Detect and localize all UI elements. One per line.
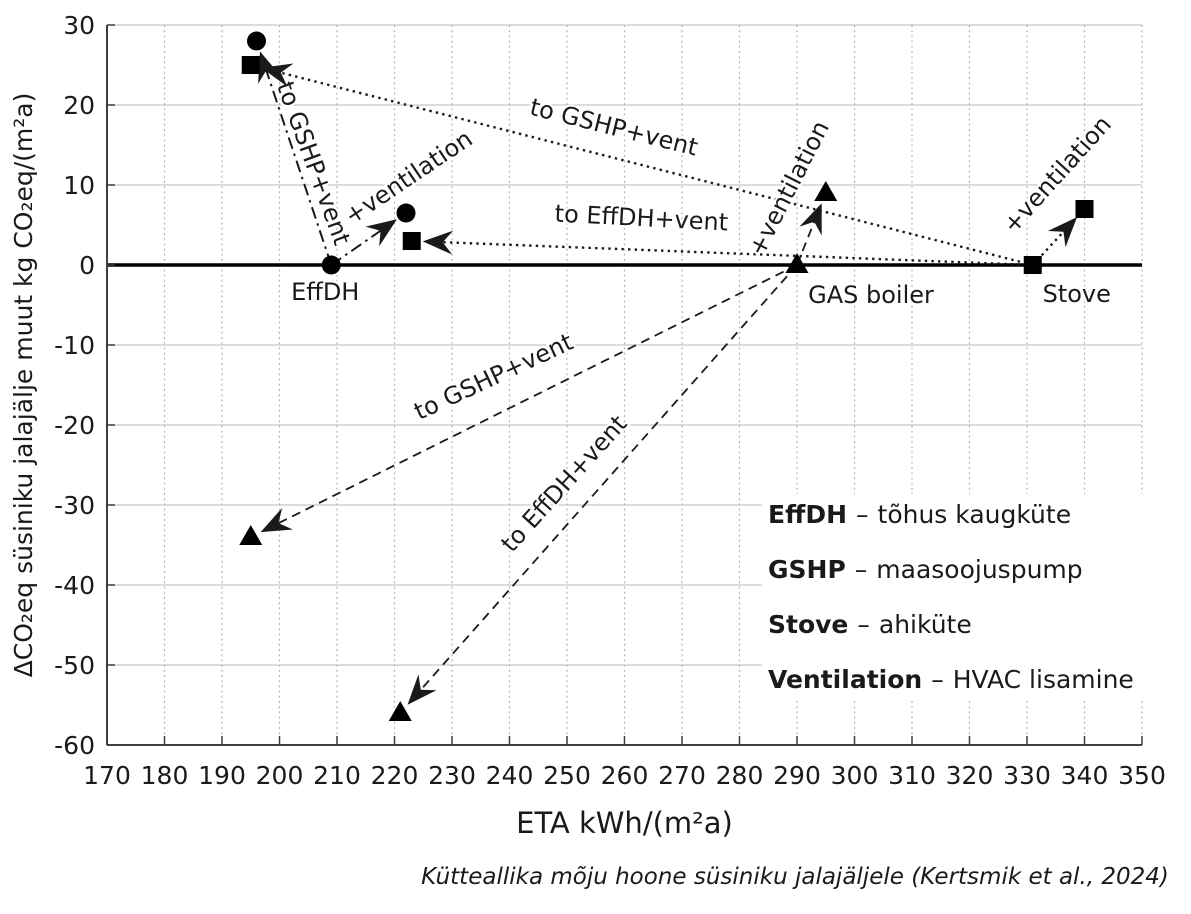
x-tick-label: 290 (773, 761, 821, 790)
legend-term: Ventilation (768, 665, 923, 694)
node-label: Stove (1043, 280, 1111, 308)
legend: EffDH – tõhus kaugküte GSHP – maasoojuspump St… (762, 494, 1144, 701)
result-marker-circle (396, 203, 416, 223)
node-marker-circle (321, 255, 341, 275)
y-tick-label: 30 (63, 11, 95, 40)
y-tick-label: -20 (54, 411, 95, 440)
legend-term: EffDH (768, 500, 848, 529)
x-tick-label: 220 (371, 761, 419, 790)
arrow-label: to GSHP+vent (527, 93, 700, 162)
x-tick-label: 240 (486, 761, 534, 790)
arrow-label: to EffDH+vent (496, 410, 633, 558)
x-tick-label: 320 (946, 761, 994, 790)
y-tick-label: -40 (54, 571, 95, 600)
figure-caption: Kütteallika mõju hoone süsiniku jalajälj… (421, 864, 1169, 890)
arrowhead (799, 203, 822, 236)
node-marker-square (1023, 256, 1042, 274)
x-tick-label: 310 (888, 761, 936, 790)
node-marker-triangle (785, 253, 809, 273)
y-tick-label: -50 (54, 651, 95, 680)
arrow-label: to GSHP+vent (271, 78, 356, 249)
arrow-line-dashdot (264, 68, 333, 266)
legend-description: maasoojuspump (876, 555, 1083, 584)
y-tick-label: -10 (54, 331, 95, 360)
y-tick-label: -30 (54, 491, 95, 520)
result-marker-square (1075, 200, 1094, 218)
y-tick-label: -60 (54, 731, 95, 760)
arrow-label: to EffDH+vent (554, 199, 729, 236)
arrow-label: +ventilation (743, 116, 835, 260)
arrow-label: +ventilation (997, 110, 1117, 239)
x-tick-label: 170 (83, 761, 131, 790)
x-tick-label: 180 (141, 761, 189, 790)
result-marker-square (402, 232, 421, 250)
x-tick-label: 300 (831, 761, 879, 790)
result-marker-triangle (239, 525, 263, 545)
y-tick-label: 10 (63, 171, 95, 200)
arrow-line-dotted (440, 240, 1033, 267)
arrowhead (260, 507, 293, 533)
arrowhead (407, 674, 437, 705)
arrowhead (365, 219, 397, 247)
arrow-line-dashed (418, 264, 798, 692)
legend-item: EffDH – tõhus kaugküte (768, 498, 1134, 532)
y-tick-label: 0 (79, 251, 95, 280)
legend-term: GSHP (768, 555, 846, 584)
legend-description: tõhus kaugküte (877, 500, 1072, 529)
result-marker-circle (247, 31, 266, 51)
arrowhead (422, 230, 454, 255)
legend-separator: – (854, 555, 868, 584)
legend-item: Stove – ahiküte (768, 608, 1134, 642)
y-tick-label: 20 (63, 91, 95, 120)
result-marker-square (241, 56, 260, 74)
legend-separator: – (931, 665, 944, 694)
x-axis-title: ETA kWh/(m²a) (516, 806, 733, 840)
node-label: GAS boiler (808, 281, 934, 309)
legend-item: GSHP – maasoojuspump (768, 553, 1134, 587)
arrowhead (261, 63, 294, 87)
legend-description: HVAC lisamine (952, 665, 1134, 694)
legend-separator: – (857, 610, 870, 639)
arrow-line-dotted (278, 71, 1034, 267)
arrow-line-dashdot (330, 228, 383, 266)
arrow-line-dashed (276, 264, 798, 525)
legend-item: Ventilation – HVAC lisamine (768, 663, 1134, 697)
x-tick-label: 230 (428, 761, 476, 790)
x-tick-label: 210 (313, 761, 361, 790)
legend-description: ahiküte (878, 610, 972, 639)
x-tick-label: 260 (601, 761, 649, 790)
result-marker-triangle (388, 701, 412, 721)
legend-term: Stove (768, 610, 849, 639)
x-tick-label: 350 (1118, 761, 1166, 790)
x-tick-label: 340 (1061, 761, 1109, 790)
x-tick-label: 330 (1003, 761, 1051, 790)
x-tick-label: 200 (256, 761, 304, 790)
result-marker-triangle (814, 181, 838, 201)
y-axis-title: ΔCO₂eq süsiniku jalajälje muut kg CO₂eq/… (9, 93, 38, 678)
x-tick-label: 250 (543, 761, 591, 790)
arrow-label: to GSHP+vent (410, 328, 578, 426)
legend-separator: – (856, 500, 869, 529)
arrowhead (1047, 217, 1078, 248)
node-label: EffDH (291, 278, 359, 306)
x-tick-label: 280 (716, 761, 764, 790)
arrow-line-dashed (796, 219, 816, 266)
x-tick-label: 270 (658, 761, 706, 790)
x-tick-label: 190 (198, 761, 246, 790)
